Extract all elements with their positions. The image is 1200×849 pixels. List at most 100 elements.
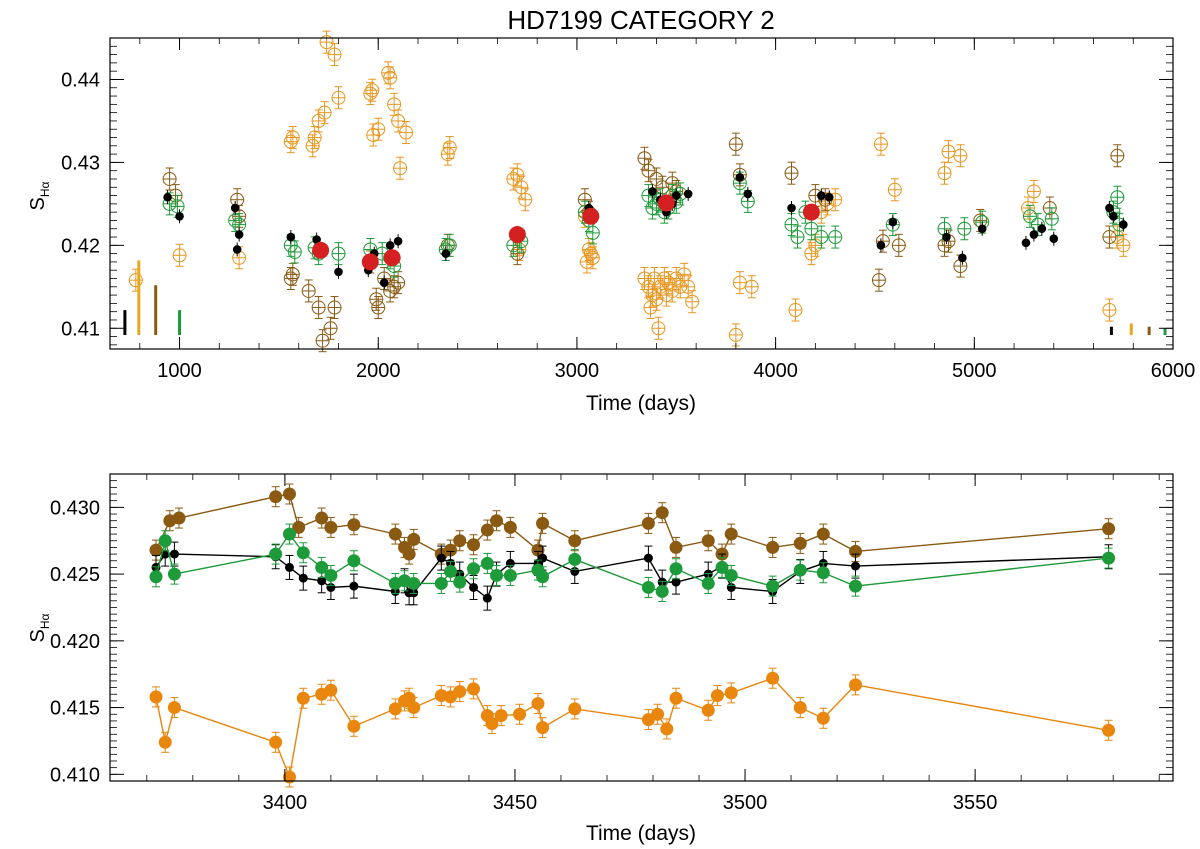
data-point xyxy=(816,527,830,541)
data-point xyxy=(876,241,886,250)
data-point xyxy=(444,543,458,557)
data-point xyxy=(490,514,504,528)
bottom-y-axis-label-sub: Hα xyxy=(38,613,52,629)
data-point xyxy=(393,236,403,246)
data-point xyxy=(665,283,680,298)
bottom-plot-frame xyxy=(109,473,1174,782)
top-y-tick-label: 0.43 xyxy=(61,152,100,174)
data-point xyxy=(888,217,898,227)
data-point xyxy=(793,536,807,550)
data-point xyxy=(407,576,421,590)
data-point xyxy=(407,701,421,715)
data-point xyxy=(669,271,684,286)
data-point xyxy=(518,192,533,207)
data-point xyxy=(324,568,338,582)
data-point xyxy=(480,556,494,570)
bottom-series-0 xyxy=(149,483,1116,565)
data-point xyxy=(163,192,172,202)
data-point xyxy=(793,563,807,577)
data-point xyxy=(536,516,550,530)
data-point xyxy=(393,161,408,176)
data-point xyxy=(436,553,446,563)
top-series-1 xyxy=(162,132,1125,353)
top-error-bar-legend xyxy=(123,260,1167,335)
data-point xyxy=(149,570,163,584)
data-point xyxy=(957,221,972,236)
data-point xyxy=(1020,201,1035,216)
data-point xyxy=(701,534,715,548)
data-point xyxy=(347,518,361,532)
data-point xyxy=(766,671,780,685)
data-point xyxy=(641,163,656,178)
data-point xyxy=(536,721,550,735)
data-point xyxy=(307,130,322,145)
mean-point xyxy=(582,207,600,225)
data-point xyxy=(128,273,143,288)
data-point xyxy=(301,283,316,298)
top-x-tick-label: 5000 xyxy=(952,360,997,382)
bottom-series-1 xyxy=(151,541,1114,611)
bottom-data-series xyxy=(149,483,1116,788)
data-point xyxy=(391,275,406,290)
top-data-points xyxy=(128,30,1131,353)
data-point xyxy=(643,553,653,563)
data-point xyxy=(324,683,338,697)
data-point xyxy=(167,701,181,715)
bottom-y-tick-label: 0.420 xyxy=(50,631,100,653)
data-point xyxy=(655,584,669,598)
data-point xyxy=(1102,303,1117,318)
data-point xyxy=(298,573,308,583)
data-point xyxy=(442,140,457,155)
data-point xyxy=(234,230,244,239)
data-point xyxy=(510,167,525,182)
data-point xyxy=(1116,238,1131,253)
data-point xyxy=(887,182,902,197)
data-point xyxy=(677,267,692,282)
data-point xyxy=(383,70,398,85)
data-point xyxy=(334,267,343,277)
data-point xyxy=(701,576,715,590)
data-point xyxy=(324,520,338,534)
bottom-y-tick-label: 0.410 xyxy=(50,764,100,786)
top-x-tick-label: 2000 xyxy=(356,360,401,382)
data-point xyxy=(669,691,683,705)
data-point xyxy=(371,300,386,315)
data-point xyxy=(331,246,346,261)
data-point xyxy=(284,562,294,572)
data-point xyxy=(312,235,321,244)
data-point xyxy=(513,707,527,721)
data-point xyxy=(788,303,803,318)
data-point xyxy=(232,245,242,254)
data-point xyxy=(172,248,187,263)
data-point xyxy=(444,564,458,578)
data-point xyxy=(828,230,843,245)
data-point xyxy=(453,575,467,589)
data-point xyxy=(385,241,395,250)
data-point xyxy=(407,532,421,546)
data-point xyxy=(641,516,655,530)
data-point xyxy=(467,562,481,576)
top-y-tick-label: 0.42 xyxy=(61,235,100,257)
data-point xyxy=(817,191,826,200)
bottom-y-axis-label: SHα xyxy=(27,613,52,642)
bottom-x-axis-label: Time (days) xyxy=(586,822,696,845)
data-point xyxy=(363,86,378,101)
data-point xyxy=(724,686,738,700)
data-point xyxy=(568,702,582,716)
data-point xyxy=(793,701,807,715)
data-point xyxy=(327,47,342,62)
bottom-chart: 3400 3450 3500 3550 0.410 0.415 0.420 0.425 0.43… xyxy=(50,473,1174,814)
data-point xyxy=(317,105,332,120)
top-x-tick-label: 6000 xyxy=(1151,360,1196,382)
data-point xyxy=(531,543,545,557)
data-point xyxy=(371,122,386,137)
data-point xyxy=(1105,203,1114,213)
data-point xyxy=(482,593,492,603)
data-point xyxy=(669,562,683,576)
data-point xyxy=(850,561,860,571)
bottom-axis-ticks: 3400 3450 3500 3550 0.410 0.415 0.420 0.425 0.43… xyxy=(50,473,1173,814)
top-x-tick-label: 4000 xyxy=(753,360,798,382)
data-point xyxy=(744,279,759,294)
top-chart-title: HD7199 CATEGORY 2 xyxy=(507,5,774,35)
